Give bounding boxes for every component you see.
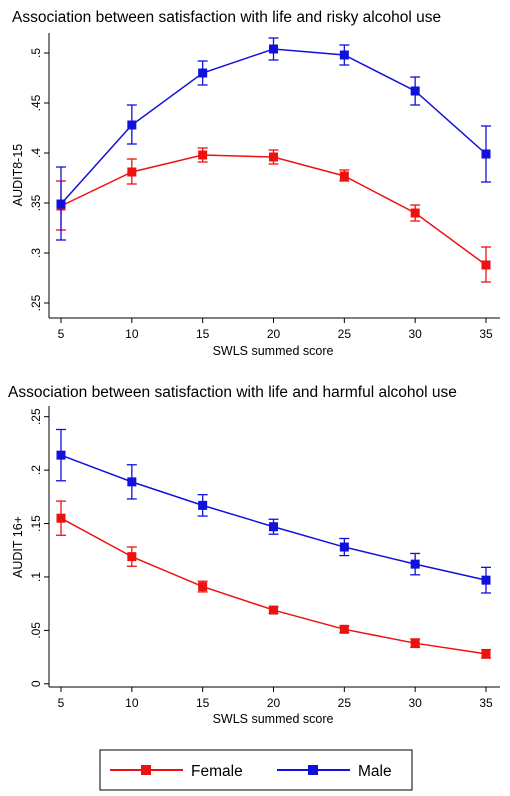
data-point-female [481,649,491,659]
x-tick-label: 5 [58,696,65,710]
data-point-female [481,260,491,270]
data-point-male [410,559,420,569]
series-group [56,428,491,659]
x-tick-label: 15 [196,696,210,710]
x-axis-label: SWLS summed score [213,344,334,358]
x-tick-label: 20 [267,696,281,710]
y-axis-label: AUDIT8-15 [11,144,25,207]
legend-female-marker [141,765,151,775]
x-tick-label: 5 [58,327,65,341]
y-tick-label: .1 [29,572,43,582]
y-axis-label: AUDIT 16+ [11,516,25,578]
y-tick-label: 0 [29,680,43,687]
data-point-female [339,624,349,634]
data-point-male [56,450,66,460]
x-ticks: 5 10 15 20 25 30 35 [58,687,493,710]
x-tick-label: 25 [338,696,352,710]
data-point-female [339,171,349,181]
y-ticks: .25 .3 .35 .4 .45 .5 [29,48,49,311]
x-tick-label: 35 [479,696,493,710]
data-point-female [198,150,208,160]
data-point-male [198,500,208,510]
data-point-female [410,208,420,218]
legend-male-label: Male [358,763,392,780]
data-point-male [269,522,278,532]
legend: Female Male [99,749,413,791]
data-point-female [127,552,137,562]
data-point-female [269,605,278,615]
data-point-male [339,542,349,552]
y-tick-label: .35 [29,194,43,211]
series-line-male [60,48,487,205]
x-tick-label: 35 [479,327,493,341]
x-tick-label: 30 [408,696,422,710]
y-tick-label: .45 [29,94,43,111]
y-tick-label: .05 [29,622,43,639]
x-tick-label: 25 [338,327,352,341]
series-line-female [60,154,487,266]
data-point-female [269,152,278,162]
series-group [56,37,491,283]
y-tick-label: .5 [29,48,43,58]
x-tick-label: 10 [125,327,139,341]
y-tick-label: .2 [29,465,43,475]
y-tick-label: .4 [29,148,43,158]
y-tick-label: .3 [29,248,43,258]
data-point-male [481,575,491,585]
data-point-male [56,199,66,209]
x-tick-label: 20 [267,327,281,341]
harmful-chart-title: Association between satisfaction with li… [8,384,457,401]
data-point-male [481,149,491,159]
data-point-female [198,582,208,592]
x-axis-label: SWLS summed score [213,712,334,726]
x-tick-label: 30 [408,327,422,341]
series-line-female [60,517,487,655]
data-point-male [339,50,349,60]
y-tick-label: .15 [29,515,43,532]
data-point-male [269,44,278,54]
harmful-alcohol-chart: Association between satisfaction with li… [8,384,500,726]
data-point-female [410,638,420,648]
data-point-male [127,477,137,487]
risky-alcohol-chart: Association between satisfaction with li… [11,9,500,358]
risky-chart-title: Association between satisfaction with li… [12,9,441,26]
x-ticks: 5 10 15 20 25 30 35 [58,318,493,341]
data-point-female [127,167,137,177]
x-tick-label: 10 [125,696,139,710]
y-tick-label: .25 [29,294,43,311]
data-point-male [410,86,420,96]
legend-male-marker [308,765,318,775]
data-point-male [127,120,137,130]
series-line-male [60,454,487,581]
legend-female-label: Female [191,763,243,780]
x-tick-label: 15 [196,327,210,341]
y-tick-label: .25 [29,408,43,425]
data-point-male [198,68,208,78]
y-ticks: 0 .05 .1 .15 .2 .25 [29,408,49,687]
data-point-female [56,513,66,523]
